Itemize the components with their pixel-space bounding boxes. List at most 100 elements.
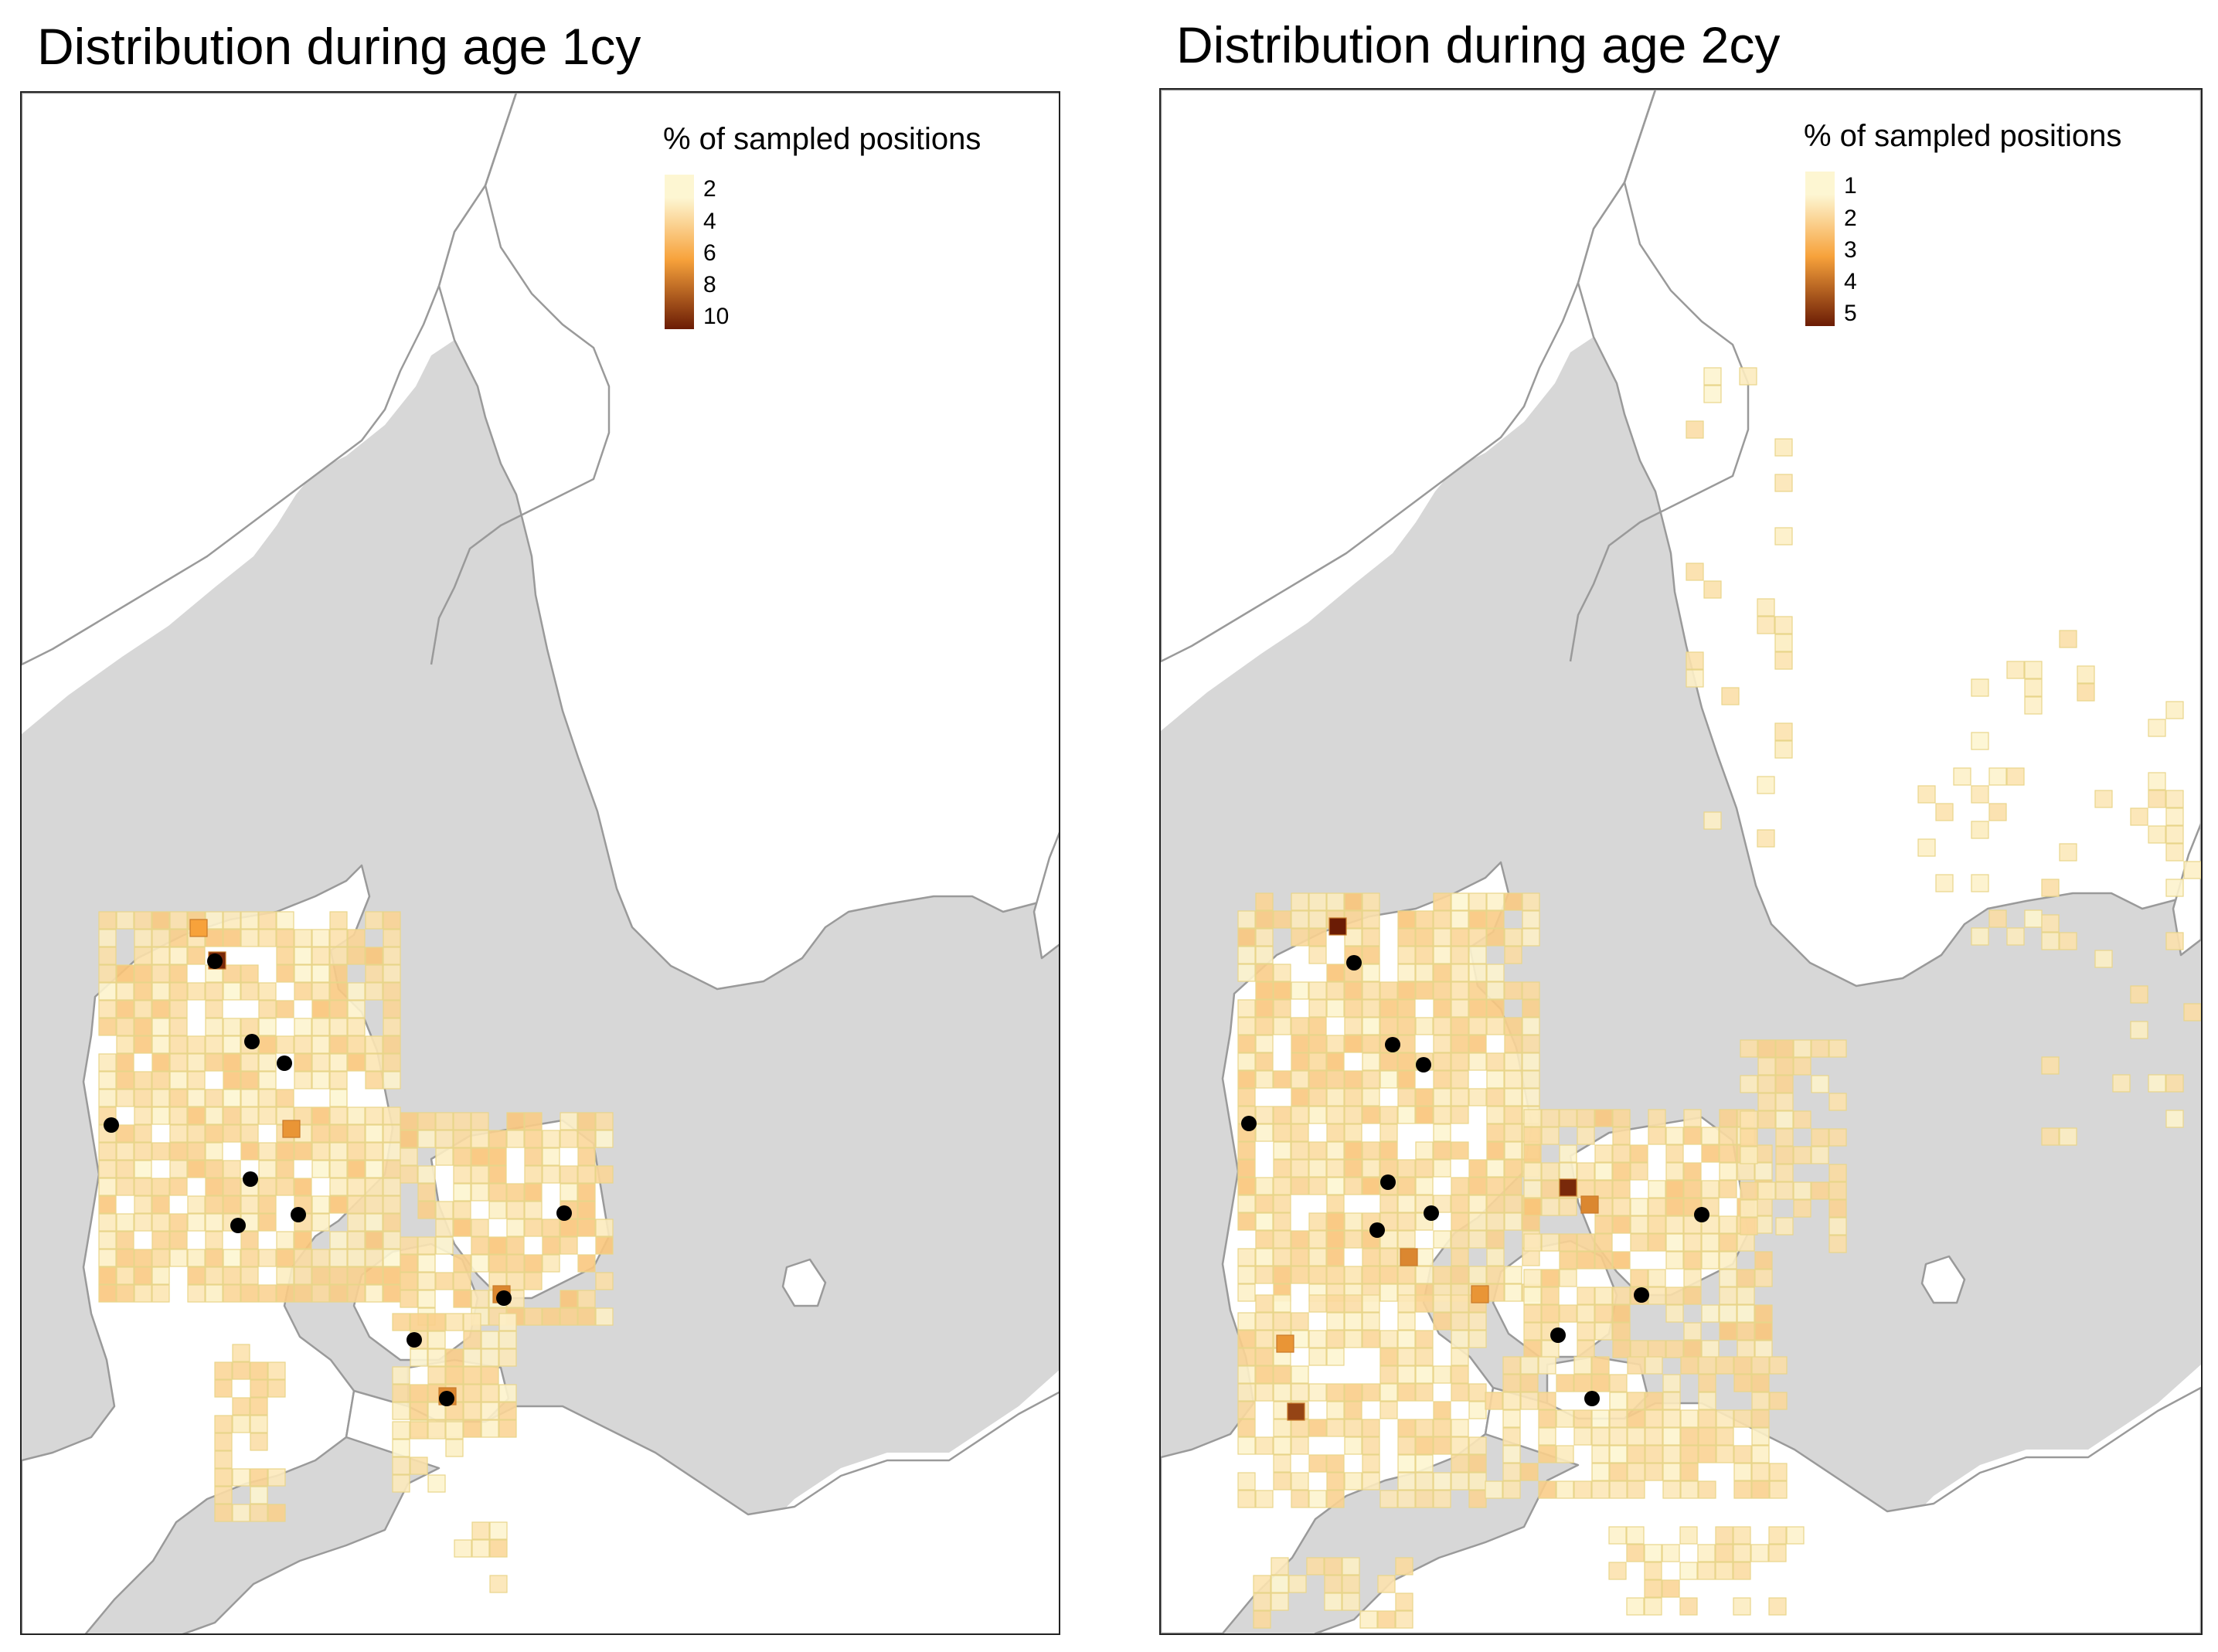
grid-cell <box>1971 821 1989 839</box>
grid-cell <box>1523 1322 1542 1341</box>
grid-cell <box>1342 1575 1360 1593</box>
grid-cell <box>1326 999 1345 1018</box>
grid-cell <box>1591 1480 1610 1499</box>
grid-cell <box>1273 910 1291 929</box>
grid-cell <box>1308 1230 1327 1249</box>
grid-cell <box>1326 1035 1345 1053</box>
grid-cell <box>1415 1106 1434 1124</box>
grid-cell <box>187 1071 206 1089</box>
grid-cell <box>471 1183 489 1202</box>
grid-cell <box>329 1249 348 1267</box>
grid-cell <box>311 1035 330 1054</box>
grid-cell <box>151 964 170 983</box>
grid-cell <box>1255 1230 1274 1249</box>
grid-cell <box>1468 1195 1487 1213</box>
grid-cell <box>560 1236 578 1255</box>
grid-cell <box>1577 1340 1595 1358</box>
grid-cell <box>151 1266 170 1285</box>
grid-cell <box>187 1124 206 1143</box>
grid-cell <box>1737 1322 1755 1341</box>
grid-cell <box>1326 1266 1345 1284</box>
grid-cell <box>205 1160 223 1178</box>
grid-cell <box>311 1124 330 1143</box>
grid-cell <box>560 1130 578 1148</box>
grid-cell <box>347 1124 366 1143</box>
grid-cell <box>187 1053 206 1072</box>
grid-cell <box>1344 910 1362 929</box>
grid-cell <box>1701 1304 1720 1323</box>
grid-cell <box>1768 1597 1787 1616</box>
grid-cell <box>276 1160 294 1178</box>
grid-cell <box>250 1361 268 1380</box>
grid-cell <box>1719 1127 1737 1145</box>
grid-cell <box>1486 1266 1505 1284</box>
grid-cell <box>1774 722 1793 741</box>
grid-cell <box>1397 1436 1416 1455</box>
grid-cell <box>560 1183 578 1202</box>
grid-cell <box>187 1284 206 1303</box>
grid-cell <box>187 1249 206 1267</box>
grid-cell <box>1591 1463 1610 1481</box>
location-point <box>1346 955 1362 970</box>
grid-cell <box>1486 910 1505 929</box>
grid-cell <box>1451 1294 1469 1313</box>
grid-cell <box>2112 1074 2131 1093</box>
grid-cell <box>311 1213 330 1232</box>
grid-cell-high <box>1471 1285 1489 1304</box>
grid-cell <box>1362 1419 1380 1437</box>
grid-cell <box>453 1201 471 1219</box>
grid-cell <box>1451 1454 1469 1473</box>
grid-cell <box>1774 527 1793 546</box>
grid-cell <box>276 1089 294 1107</box>
grid-cell <box>232 1397 250 1416</box>
grid-cell <box>1395 1593 1413 1611</box>
grid-cell <box>1683 1162 1702 1181</box>
grid-cell <box>240 1071 259 1089</box>
grid-cell <box>205 1018 223 1036</box>
grid-cell <box>1451 1436 1469 1455</box>
grid-cell <box>1291 1472 1309 1491</box>
grid-cell <box>294 982 312 1001</box>
grid-cell <box>329 947 348 965</box>
grid-cell <box>1362 1088 1380 1106</box>
grid-cell <box>1754 1304 1773 1323</box>
grid-cell <box>427 1402 446 1420</box>
grid-cell <box>134 1160 152 1178</box>
grid-cell <box>276 911 294 930</box>
grid-cell <box>134 1266 152 1285</box>
grid-cell <box>187 1089 206 1107</box>
map-panel-age-1cy[interactable]: % of sampled positions 2 4 6 8 10 <box>20 91 1060 1635</box>
grid-cell <box>1538 1356 1556 1375</box>
grid-cell <box>169 1231 188 1249</box>
grid-cell <box>365 1266 383 1285</box>
grid-cell <box>1523 1180 1542 1198</box>
grid-cell <box>560 1307 578 1326</box>
grid-cell <box>205 1000 223 1018</box>
grid-cell <box>1662 1463 1681 1481</box>
grid-cell <box>1255 1383 1274 1402</box>
grid-cell <box>214 1379 233 1398</box>
grid-cell <box>383 1195 401 1214</box>
grid-cell <box>1541 1127 1560 1145</box>
grid-cell <box>1757 616 1775 634</box>
grid-cell <box>1291 1035 1309 1053</box>
map-panel-age-2cy[interactable]: % of sampled positions 1 2 3 4 5 <box>1159 88 2203 1635</box>
grid-cell <box>1253 1575 1271 1593</box>
grid-cell <box>151 947 170 965</box>
grid-cell <box>1326 1195 1345 1213</box>
grid-cell <box>463 1331 481 1349</box>
grid-cell <box>365 1213 383 1232</box>
grid-cell <box>2094 950 2113 968</box>
grid-cell <box>1680 1480 1699 1499</box>
grid-cell <box>1344 1266 1362 1284</box>
grid-cell <box>400 1290 418 1308</box>
grid-cell <box>1273 1159 1291 1178</box>
grid-cell <box>1344 1419 1362 1437</box>
grid-cell <box>577 1130 596 1148</box>
grid-cell <box>1520 1356 1539 1375</box>
grid-cell <box>1451 1052 1469 1071</box>
panel-2-title: Distribution during age 2cy <box>1176 16 1781 73</box>
grid-cell <box>1486 1088 1505 1106</box>
grid-cell <box>1751 1427 1770 1446</box>
location-point <box>556 1205 572 1221</box>
